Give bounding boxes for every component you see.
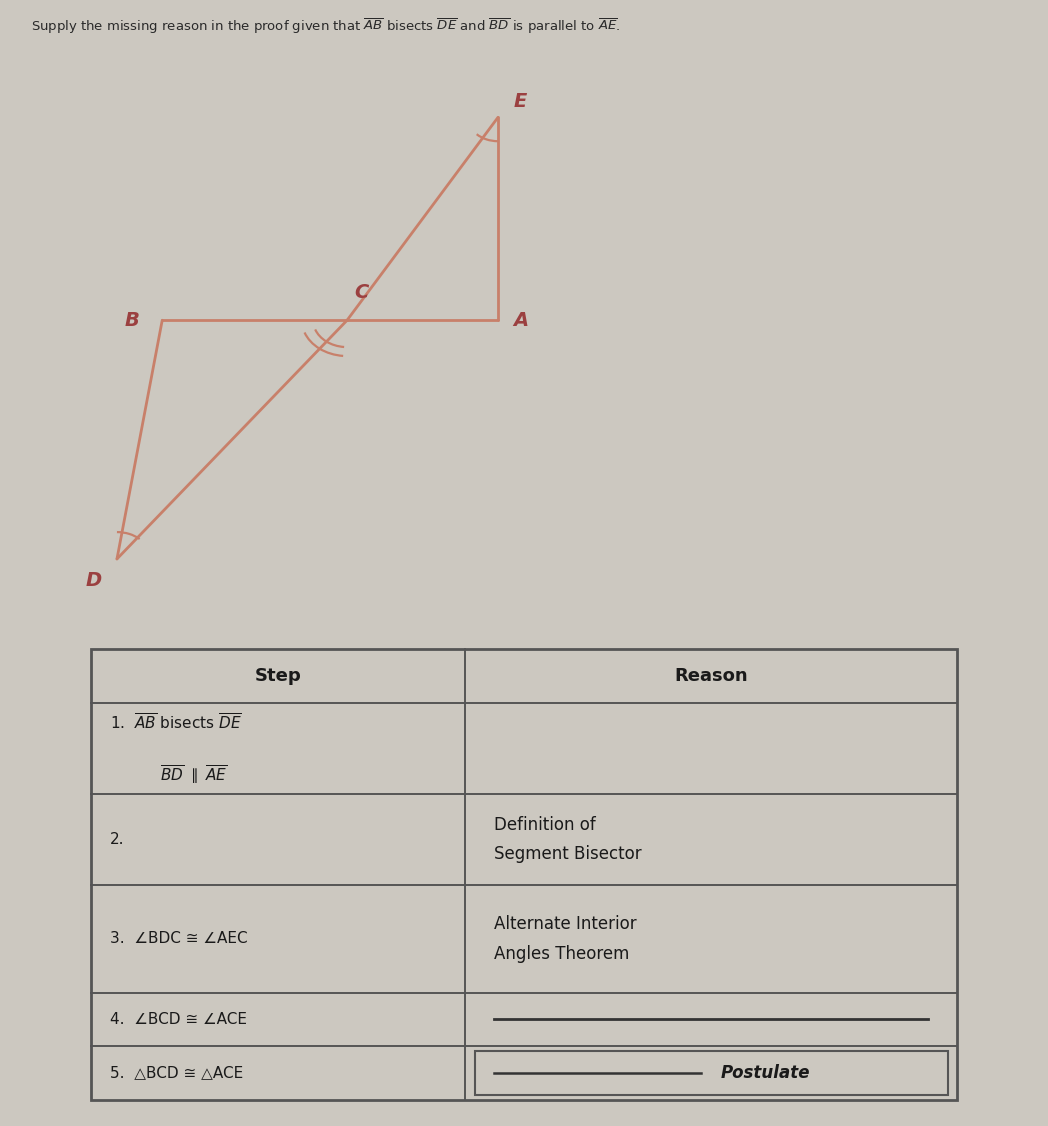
Text: 1.  $\overline{AB}$ bisects $\overline{DE}$: 1. $\overline{AB}$ bisects $\overline{DE… [110,713,242,733]
Text: 5.  △BCD ≅ △ACE: 5. △BCD ≅ △ACE [110,1065,243,1081]
Text: Angles Theorem: Angles Theorem [495,945,630,963]
Bar [90,649,958,1100]
Text: Postulate: Postulate [721,1064,810,1082]
Text: 3.  ∠BDC ≅ ∠AEC: 3. ∠BDC ≅ ∠AEC [110,931,248,946]
Bar [475,1052,947,1094]
Text: 4.  ∠BCD ≅ ∠ACE: 4. ∠BCD ≅ ∠ACE [110,1012,247,1027]
Text: A: A [514,311,528,330]
Text: 2.: 2. [110,832,125,847]
Text: Alternate Interior: Alternate Interior [495,915,637,933]
Text: B: B [125,311,139,330]
Text: $\overline{BD}$ $\parallel$ $\overline{AE}$: $\overline{BD}$ $\parallel$ $\overline{A… [159,762,227,786]
Text: Supply the missing reason in the proof given that $\overline{AB}$ bisects $\over: Supply the missing reason in the proof g… [31,17,620,36]
Text: Definition of: Definition of [495,815,596,833]
Text: E: E [514,92,526,111]
Text: C: C [354,284,369,302]
Text: Step: Step [255,667,301,685]
Text: D: D [86,571,102,590]
Text: Reason: Reason [674,667,748,685]
Text: Segment Bisector: Segment Bisector [495,846,642,864]
